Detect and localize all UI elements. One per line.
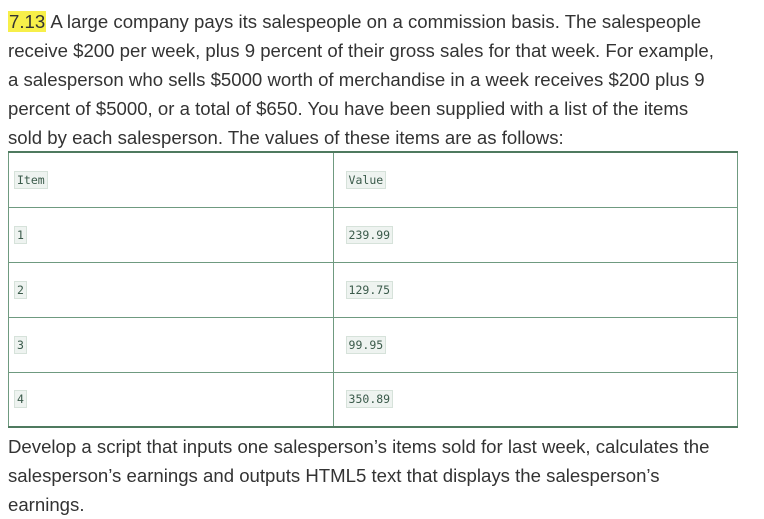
item-number: 2 bbox=[14, 280, 27, 299]
items-table: Item Value 1 239.99 2 129.75 3 99.95 4 3… bbox=[8, 151, 739, 428]
intro-line: percent of $5000, or a total of $650. Yo… bbox=[8, 98, 689, 119]
item-number: 1 bbox=[14, 225, 27, 244]
item-cell: 1 bbox=[8, 206, 334, 263]
item-value: 350.89 bbox=[345, 390, 394, 409]
outro-line: salesperson’s earnings and outputs HTML5… bbox=[8, 465, 660, 486]
table-header-row: Item Value bbox=[8, 151, 739, 208]
intro-line: A large company pays its salespeople on … bbox=[46, 11, 702, 32]
outro-line: earnings. bbox=[8, 494, 85, 515]
item-cell: 3 bbox=[8, 316, 334, 373]
item-number: 3 bbox=[14, 335, 27, 354]
value-cell: 99.95 bbox=[332, 316, 739, 373]
item-cell: 2 bbox=[8, 261, 334, 318]
table-row: 4 350.89 bbox=[8, 371, 739, 428]
header-cell-item: Item bbox=[8, 151, 334, 208]
item-value: 99.95 bbox=[345, 335, 387, 354]
table-row: 2 129.75 bbox=[8, 261, 739, 318]
outro-line: Develop a script that inputs one salespe… bbox=[8, 436, 710, 457]
intro-line: receive $200 per week, plus 9 percent of… bbox=[8, 40, 714, 61]
intro-paragraph: 7.13 A large company pays its salespeopl… bbox=[8, 7, 756, 152]
item-value: 129.75 bbox=[345, 280, 394, 299]
intro-line: a salesperson who sells $5000 worth of m… bbox=[8, 69, 705, 90]
item-cell: 4 bbox=[8, 371, 334, 428]
item-value: 239.99 bbox=[345, 225, 394, 244]
value-cell: 129.75 bbox=[332, 261, 739, 318]
item-number: 4 bbox=[14, 390, 27, 409]
table-row: 1 239.99 bbox=[8, 206, 739, 263]
exercise-number: 7.13 bbox=[8, 11, 47, 32]
intro-line: sold by each salesperson. The values of … bbox=[8, 127, 564, 148]
value-cell: 239.99 bbox=[332, 206, 739, 263]
outro-paragraph: Develop a script that inputs one salespe… bbox=[8, 432, 756, 519]
header-item-label: Item bbox=[14, 170, 48, 189]
header-value-label: Value bbox=[345, 170, 387, 189]
header-cell-value: Value bbox=[332, 151, 739, 208]
table-row: 3 99.95 bbox=[8, 316, 739, 373]
value-cell: 350.89 bbox=[332, 371, 739, 428]
